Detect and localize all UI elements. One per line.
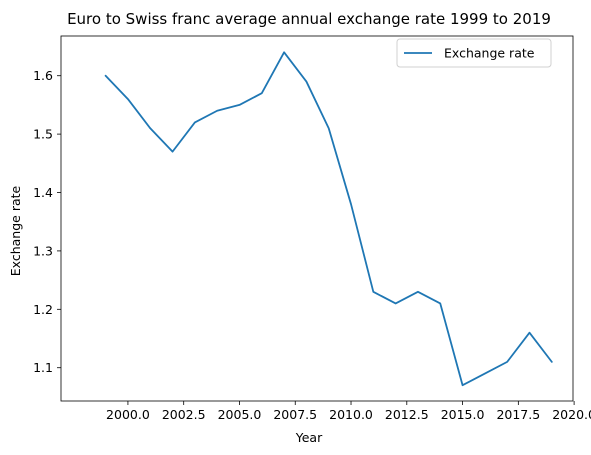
chart-title: Euro to Swiss franc average annual excha… [67,10,551,28]
y-tick-label: 1.3 [33,243,53,258]
series-line-exchange-rate [104,51,553,387]
legend: Exchange rate [396,38,552,68]
y-tick-label: 1.1 [33,360,53,375]
x-tick-label: 2020.0 [552,407,591,422]
y-axis-label: Exchange rate [8,185,23,276]
y-tick-label: 1.5 [33,127,53,142]
x-tick-label: 2007.5 [273,407,317,422]
plot-area [60,35,574,402]
legend-label-exchange-rate: Exchange rate [444,46,535,61]
x-tick-label: 2015.0 [441,407,485,422]
x-tick-label: 2002.5 [162,407,206,422]
series-layer [104,51,553,387]
x-tick-label: 2012.5 [385,407,429,422]
legend-box [396,38,552,68]
plot-frame [60,35,574,402]
x-axis: 2000.0 2002.5 2005.0 2007.5 2010.0 2012.5 2015… [106,401,591,422]
x-tick-label: 2005.0 [218,407,262,422]
y-tick-label: 1.6 [33,68,53,83]
x-tick-label: 2017.5 [496,407,540,422]
y-tick-label: 1.2 [33,302,53,317]
x-axis-label: Year [295,430,323,445]
x-tick-label: 2010.0 [329,407,373,422]
y-axis: 1.1 1.2 1.3 1.4 1.5 1.6 [33,68,61,375]
x-tick-label: 2000.0 [106,407,150,422]
y-tick-label: 1.4 [33,185,53,200]
